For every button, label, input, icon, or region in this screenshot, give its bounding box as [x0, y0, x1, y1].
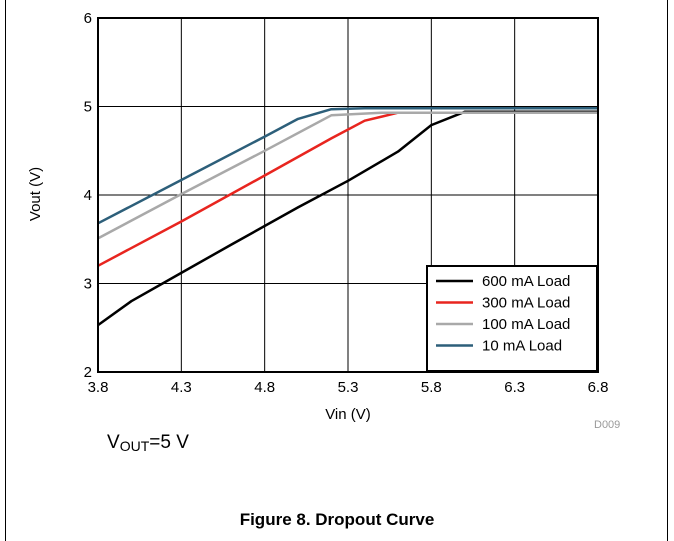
figure-caption: Figure 8. Dropout Curve: [239, 510, 435, 529]
annotation-subscript: OUT: [119, 438, 150, 454]
y-tick-label: 2: [84, 364, 92, 381]
x-tick-label: 6.3: [504, 379, 525, 396]
tick-labels: 3.8 4.3 4.8 5.3 5.8 6.3 6.8 2 3 4 5 6: [84, 10, 609, 396]
annotation-suffix: =5 V: [149, 432, 189, 453]
annotation-prefix: V: [107, 432, 120, 453]
x-tick-label: 5.8: [421, 379, 442, 396]
vout-annotation: VOUT=5 V: [107, 432, 189, 454]
x-tick-label: 4.8: [254, 379, 275, 396]
legend-entry: 10 mA Load: [482, 338, 562, 355]
dropout-chart: 3.8 4.3 4.8 5.3 5.8 6.3 6.8 2 3 4 5 6 Vin (V) Vout …: [27, 10, 620, 431]
x-axis-label: Vin (V): [325, 406, 371, 423]
y-tick-label: 4: [84, 187, 92, 204]
x-tick-label: 3.8: [88, 379, 109, 396]
page-frame-right: [667, 0, 668, 541]
legend: 600 mA Load 300 mA Load 100 mA Load 10 mA L…: [426, 265, 598, 372]
x-tick-label: 4.3: [171, 379, 192, 396]
x-tick-label: 6.8: [588, 379, 609, 396]
legend-entry: 300 mA Load: [482, 295, 570, 312]
series-line: [97, 111, 598, 240]
plot-area-frame: [97, 17, 599, 373]
series-line: [97, 110, 598, 327]
y-tick-label: 5: [84, 99, 92, 116]
page-frame-left: [5, 0, 6, 541]
series-lines: [97, 107, 598, 327]
legend-entry: 100 mA Load: [482, 316, 570, 333]
y-tick-label: 3: [84, 276, 92, 293]
figure-id-label: D009: [594, 419, 620, 431]
legend-entry: 600 mA Load: [482, 273, 570, 290]
series-line: [97, 107, 598, 225]
y-axis-label: Vout (V): [27, 167, 44, 221]
legend-box: [426, 265, 598, 372]
y-tick-label: 6: [84, 10, 92, 27]
x-tick-label: 5.3: [338, 379, 359, 396]
